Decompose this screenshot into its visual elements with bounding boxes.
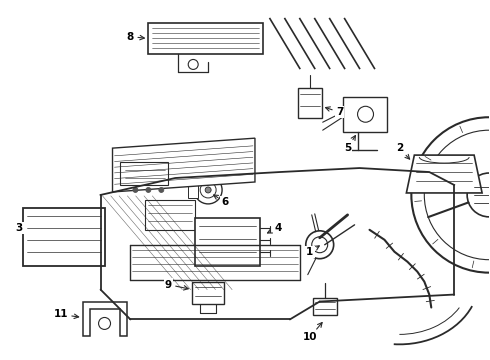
Circle shape <box>358 106 373 122</box>
Polygon shape <box>406 155 482 193</box>
Text: 5: 5 <box>344 136 355 153</box>
Circle shape <box>133 188 138 193</box>
Text: 2: 2 <box>396 143 410 159</box>
Polygon shape <box>146 200 195 230</box>
Text: 7: 7 <box>325 107 343 117</box>
Polygon shape <box>83 302 127 336</box>
Circle shape <box>200 182 216 198</box>
Circle shape <box>188 59 198 69</box>
Circle shape <box>159 188 164 193</box>
Text: 8: 8 <box>127 32 145 41</box>
Polygon shape <box>121 162 168 185</box>
Polygon shape <box>343 97 388 132</box>
Circle shape <box>312 237 328 253</box>
Circle shape <box>306 231 334 259</box>
Circle shape <box>467 173 490 217</box>
Circle shape <box>412 117 490 273</box>
Circle shape <box>98 318 111 329</box>
Text: 6: 6 <box>214 195 229 207</box>
Circle shape <box>205 187 211 193</box>
Circle shape <box>146 188 151 193</box>
Polygon shape <box>113 138 255 192</box>
Text: 10: 10 <box>302 323 322 342</box>
Polygon shape <box>192 282 224 303</box>
Text: 9: 9 <box>165 280 188 290</box>
Polygon shape <box>298 88 322 118</box>
Polygon shape <box>313 298 337 315</box>
Text: 11: 11 <box>53 310 79 319</box>
Polygon shape <box>23 208 104 266</box>
Polygon shape <box>188 182 198 198</box>
Text: 3: 3 <box>15 223 23 233</box>
Polygon shape <box>195 218 260 266</box>
Circle shape <box>424 130 490 260</box>
Polygon shape <box>148 23 263 54</box>
Text: 4: 4 <box>268 223 282 233</box>
Text: 1: 1 <box>306 246 319 257</box>
Circle shape <box>194 176 222 204</box>
